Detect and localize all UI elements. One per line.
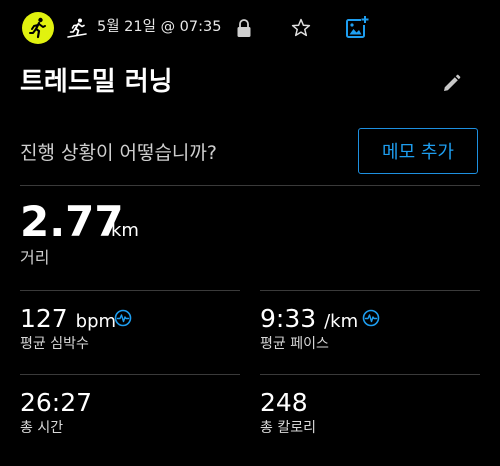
total-time-value: 26:27 <box>20 388 93 417</box>
treadmill-run-icon <box>67 18 87 38</box>
stat-divider <box>260 374 480 375</box>
add-memo-button[interactable]: 메모 추가 <box>358 128 478 174</box>
pace-zone-icon[interactable] <box>362 309 380 327</box>
pencil-icon[interactable] <box>440 73 462 95</box>
pace-label: 평균 페이스 <box>260 336 329 352</box>
pace-unit: /km <box>324 311 359 332</box>
calories-value: 248 <box>260 388 308 417</box>
add-photo-icon[interactable] <box>345 15 369 39</box>
distance-label: 거리 <box>20 248 50 267</box>
runner-avatar-icon <box>22 12 54 44</box>
total-time-stat: 26:27 총 시간 <box>20 387 240 447</box>
heart-rate-value: 127 <box>20 304 68 333</box>
heart-rate-unit: bpm <box>75 311 117 332</box>
heart-rate-stat: 127 bpm 평균 심박수 <box>20 303 240 363</box>
stat-divider <box>260 290 480 291</box>
pace-value-line: 9:33 /km <box>260 303 358 338</box>
distance-unit: km <box>111 220 139 241</box>
heart-rate-zone-icon[interactable] <box>114 309 132 327</box>
progress-question: 진행 상황이 어떻습니까? <box>20 142 217 164</box>
section-divider <box>20 185 480 186</box>
heart-rate-label: 평균 심박수 <box>20 336 89 352</box>
activity-title: 트레드밀 러닝 <box>20 67 173 97</box>
pace-value: 9:33 <box>260 304 317 333</box>
calories-stat: 248 총 칼로리 <box>260 387 480 447</box>
heart-rate-value-line: 127 bpm <box>20 303 116 338</box>
stat-divider <box>20 374 240 375</box>
total-time-label: 총 시간 <box>20 420 64 436</box>
stat-divider <box>20 290 240 291</box>
distance-value: 2.77 <box>20 197 124 246</box>
calories-label: 총 칼로리 <box>260 420 316 436</box>
pace-stat: 9:33 /km 평균 페이스 <box>260 303 480 363</box>
lock-icon <box>237 19 251 37</box>
activity-date-time: 5월 21일 @ 07:35 <box>97 19 222 35</box>
activity-header-bar: 5월 21일 @ 07:35 <box>0 0 500 54</box>
star-icon[interactable] <box>290 17 312 39</box>
